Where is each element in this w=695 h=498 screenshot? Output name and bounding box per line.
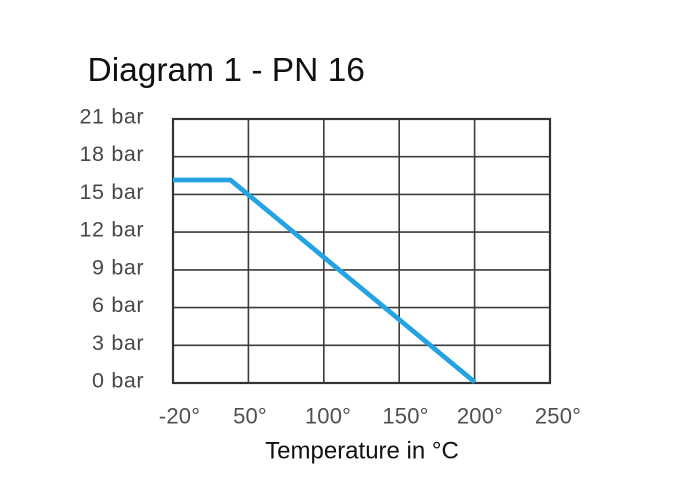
svg-text:0 bar: 0 bar bbox=[92, 369, 144, 393]
svg-text:3 bar: 3 bar bbox=[92, 331, 144, 355]
svg-text:250°: 250° bbox=[535, 404, 581, 429]
svg-text:6 bar: 6 bar bbox=[92, 293, 144, 317]
svg-text:15 bar: 15 bar bbox=[80, 180, 144, 204]
svg-text:12 bar: 12 bar bbox=[80, 218, 144, 242]
svg-text:9 bar: 9 bar bbox=[92, 255, 144, 279]
svg-text:18 bar: 18 bar bbox=[80, 142, 144, 166]
svg-text:50°: 50° bbox=[233, 404, 267, 429]
svg-text:100°: 100° bbox=[305, 404, 351, 429]
svg-text:-20°: -20° bbox=[159, 404, 200, 429]
svg-text:21 bar: 21 bar bbox=[80, 105, 144, 129]
svg-text:Temperature in °C: Temperature in °C bbox=[265, 438, 459, 465]
svg-text:Diagram 1 - PN 16: Diagram 1 - PN 16 bbox=[88, 52, 365, 89]
svg-text:150°: 150° bbox=[382, 404, 428, 429]
svg-text:200°: 200° bbox=[457, 404, 503, 429]
